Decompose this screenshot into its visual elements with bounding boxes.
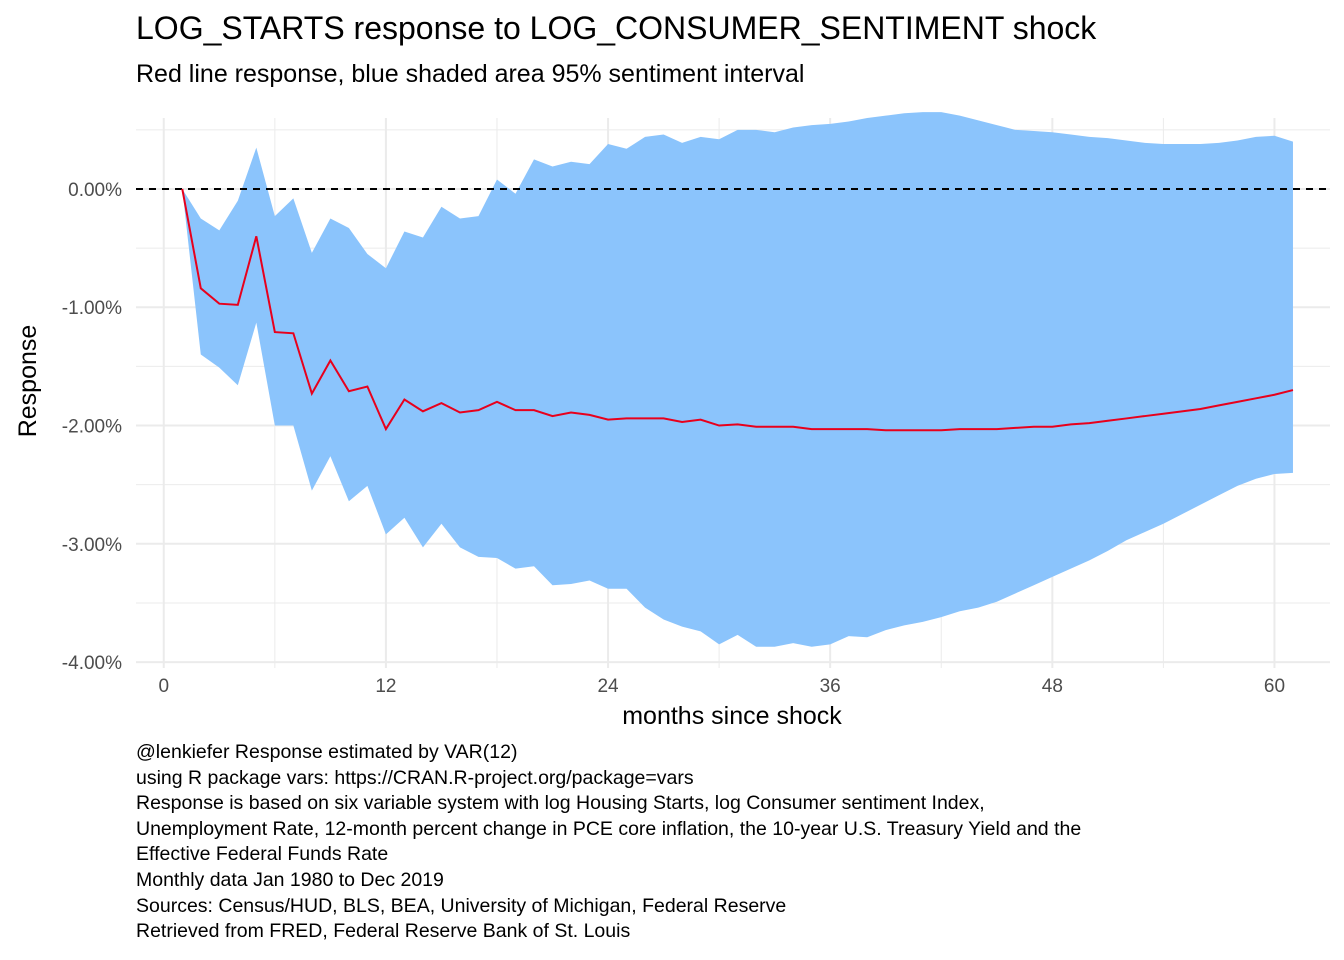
x-tick-label: 24 — [597, 676, 619, 697]
caption-line: @lenkiefer Response estimated by VAR(12) — [136, 741, 518, 763]
y-tick-label: -2.00% — [62, 417, 122, 438]
x-tick-label: 12 — [375, 676, 396, 697]
y-tick-label: 0.00% — [68, 180, 122, 201]
caption-line: Retrieved from FRED, Federal Reserve Ban… — [136, 920, 631, 943]
x-tick-label: 48 — [1042, 676, 1063, 697]
caption-line: Unemployment Rate, 12-month percent chan… — [136, 817, 1082, 840]
y-axis-label: Response — [14, 325, 42, 438]
y-tick-label: -1.00% — [62, 298, 122, 319]
y-tick-label: -3.00% — [62, 535, 122, 556]
x-tick-label: 36 — [820, 676, 841, 697]
caption-line: Response is based on six variable system… — [136, 792, 985, 815]
caption-line: Monthly data Jan 1980 to Dec 2019 — [136, 868, 444, 891]
caption-line: Effective Federal Funds Rate — [136, 843, 389, 866]
y-tick-label: -4.00% — [62, 653, 122, 674]
chart-title: LOG_STARTS response to LOG_CONSUMER_SENT… — [136, 10, 1097, 46]
x-tick-label: 0 — [158, 676, 169, 697]
x-tick-label: 60 — [1264, 676, 1285, 697]
chart: 0 12 24 36 48 60 0.00% -1.00% -2.00% -3.00% -4.00%… — [14, 112, 1330, 730]
axis-ticks: 0 12 24 36 48 60 0.00% -1.00% -2.00% -3.00% -4.00% — [62, 180, 1285, 697]
chart-subtitle: Red line response, blue shaded area 95% … — [136, 60, 805, 88]
confidence-band — [182, 112, 1293, 647]
response-line — [181, 188, 1294, 432]
caption-line: Sources: Census/HUD, BLS, BEA, Universit… — [136, 894, 787, 917]
x-axis-label: months since shock — [622, 702, 842, 730]
caption: @lenkiefer Response estimated by VAR(12)… — [136, 740, 1081, 945]
caption-line: using R package vars: https://CRAN.R-pro… — [136, 766, 694, 789]
